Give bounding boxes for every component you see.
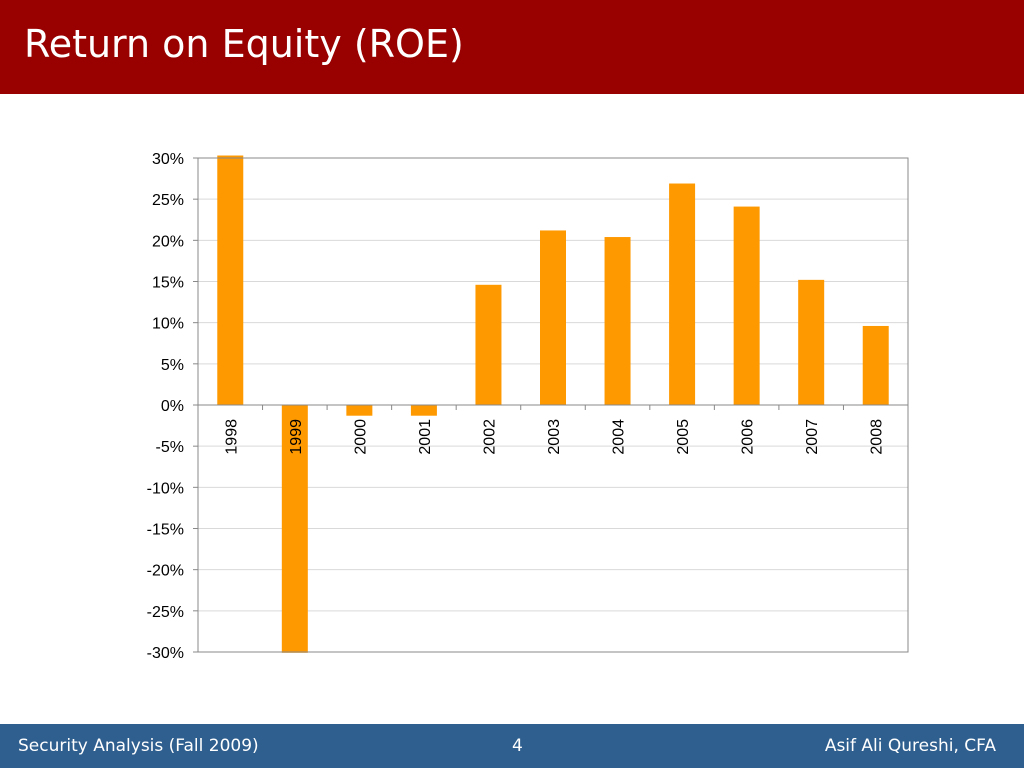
bars bbox=[217, 155, 889, 653]
y-tick-label: -15% bbox=[147, 522, 184, 539]
title-bar: Return on Equity (ROE) bbox=[0, 0, 1024, 94]
bar-2005 bbox=[669, 183, 696, 405]
chart-area: 30% 25% 20% 15% 10% 5% 0% -5% -10% -15% -20% -25% -3… bbox=[0, 94, 1024, 724]
y-tick-label: 0% bbox=[161, 398, 184, 415]
tick-labels: 30% 25% 20% 15% 10% 5% 0% -5% -10% -15% -20% -25% -3… bbox=[147, 151, 886, 662]
bar-2001 bbox=[410, 405, 437, 416]
bar-2000 bbox=[346, 405, 373, 416]
bar-1999 bbox=[281, 405, 308, 653]
bar-2006 bbox=[733, 206, 760, 405]
axes bbox=[193, 157, 909, 653]
y-tick-label: 20% bbox=[152, 233, 184, 250]
bar-2008 bbox=[862, 325, 889, 405]
x-tick-label: 1998 bbox=[223, 419, 240, 455]
x-tick-label: 2008 bbox=[869, 419, 886, 455]
y-tick-label: -10% bbox=[147, 480, 184, 497]
roe-bar-chart: 30% 25% 20% 15% 10% 5% 0% -5% -10% -15% -20% -25% -3… bbox=[147, 151, 909, 662]
x-tick-label: 2007 bbox=[804, 419, 821, 455]
y-tick-label: 10% bbox=[152, 316, 184, 333]
y-tick-label: -25% bbox=[147, 604, 184, 621]
x-tick-label: 2003 bbox=[546, 419, 563, 455]
bar-2003 bbox=[540, 230, 566, 405]
footer-bar: Security Analysis (Fall 2009) 4 Asif Ali… bbox=[0, 724, 1024, 768]
footer-author: Asif Ali Qureshi, CFA bbox=[824, 736, 996, 756]
x-tick-label: 2001 bbox=[417, 419, 434, 455]
slide-title: Return on Equity (ROE) bbox=[24, 22, 464, 66]
footer-page-number: 4 bbox=[512, 736, 523, 756]
x-tick-label: 2002 bbox=[481, 419, 498, 455]
bar-2004 bbox=[604, 237, 631, 405]
y-tick-label: 5% bbox=[161, 357, 184, 374]
x-tick-label: 2006 bbox=[740, 419, 757, 455]
bar-2002 bbox=[475, 284, 502, 405]
y-tick-label: 15% bbox=[152, 275, 184, 292]
y-tick-label: -30% bbox=[147, 645, 184, 662]
bar-1998 bbox=[217, 155, 244, 405]
x-tick-label: 2005 bbox=[675, 419, 692, 455]
x-tick-label: 2004 bbox=[611, 419, 628, 455]
x-tick-label: 2000 bbox=[352, 419, 369, 455]
y-tick-label: 25% bbox=[152, 192, 184, 209]
y-tick-label: -5% bbox=[156, 439, 184, 456]
y-tick-label: 30% bbox=[152, 151, 184, 168]
x-tick-label: 1999 bbox=[288, 419, 305, 455]
bar-2007 bbox=[798, 279, 825, 405]
footer-course: Security Analysis (Fall 2009) bbox=[18, 736, 259, 756]
y-tick-label: -20% bbox=[147, 563, 184, 580]
